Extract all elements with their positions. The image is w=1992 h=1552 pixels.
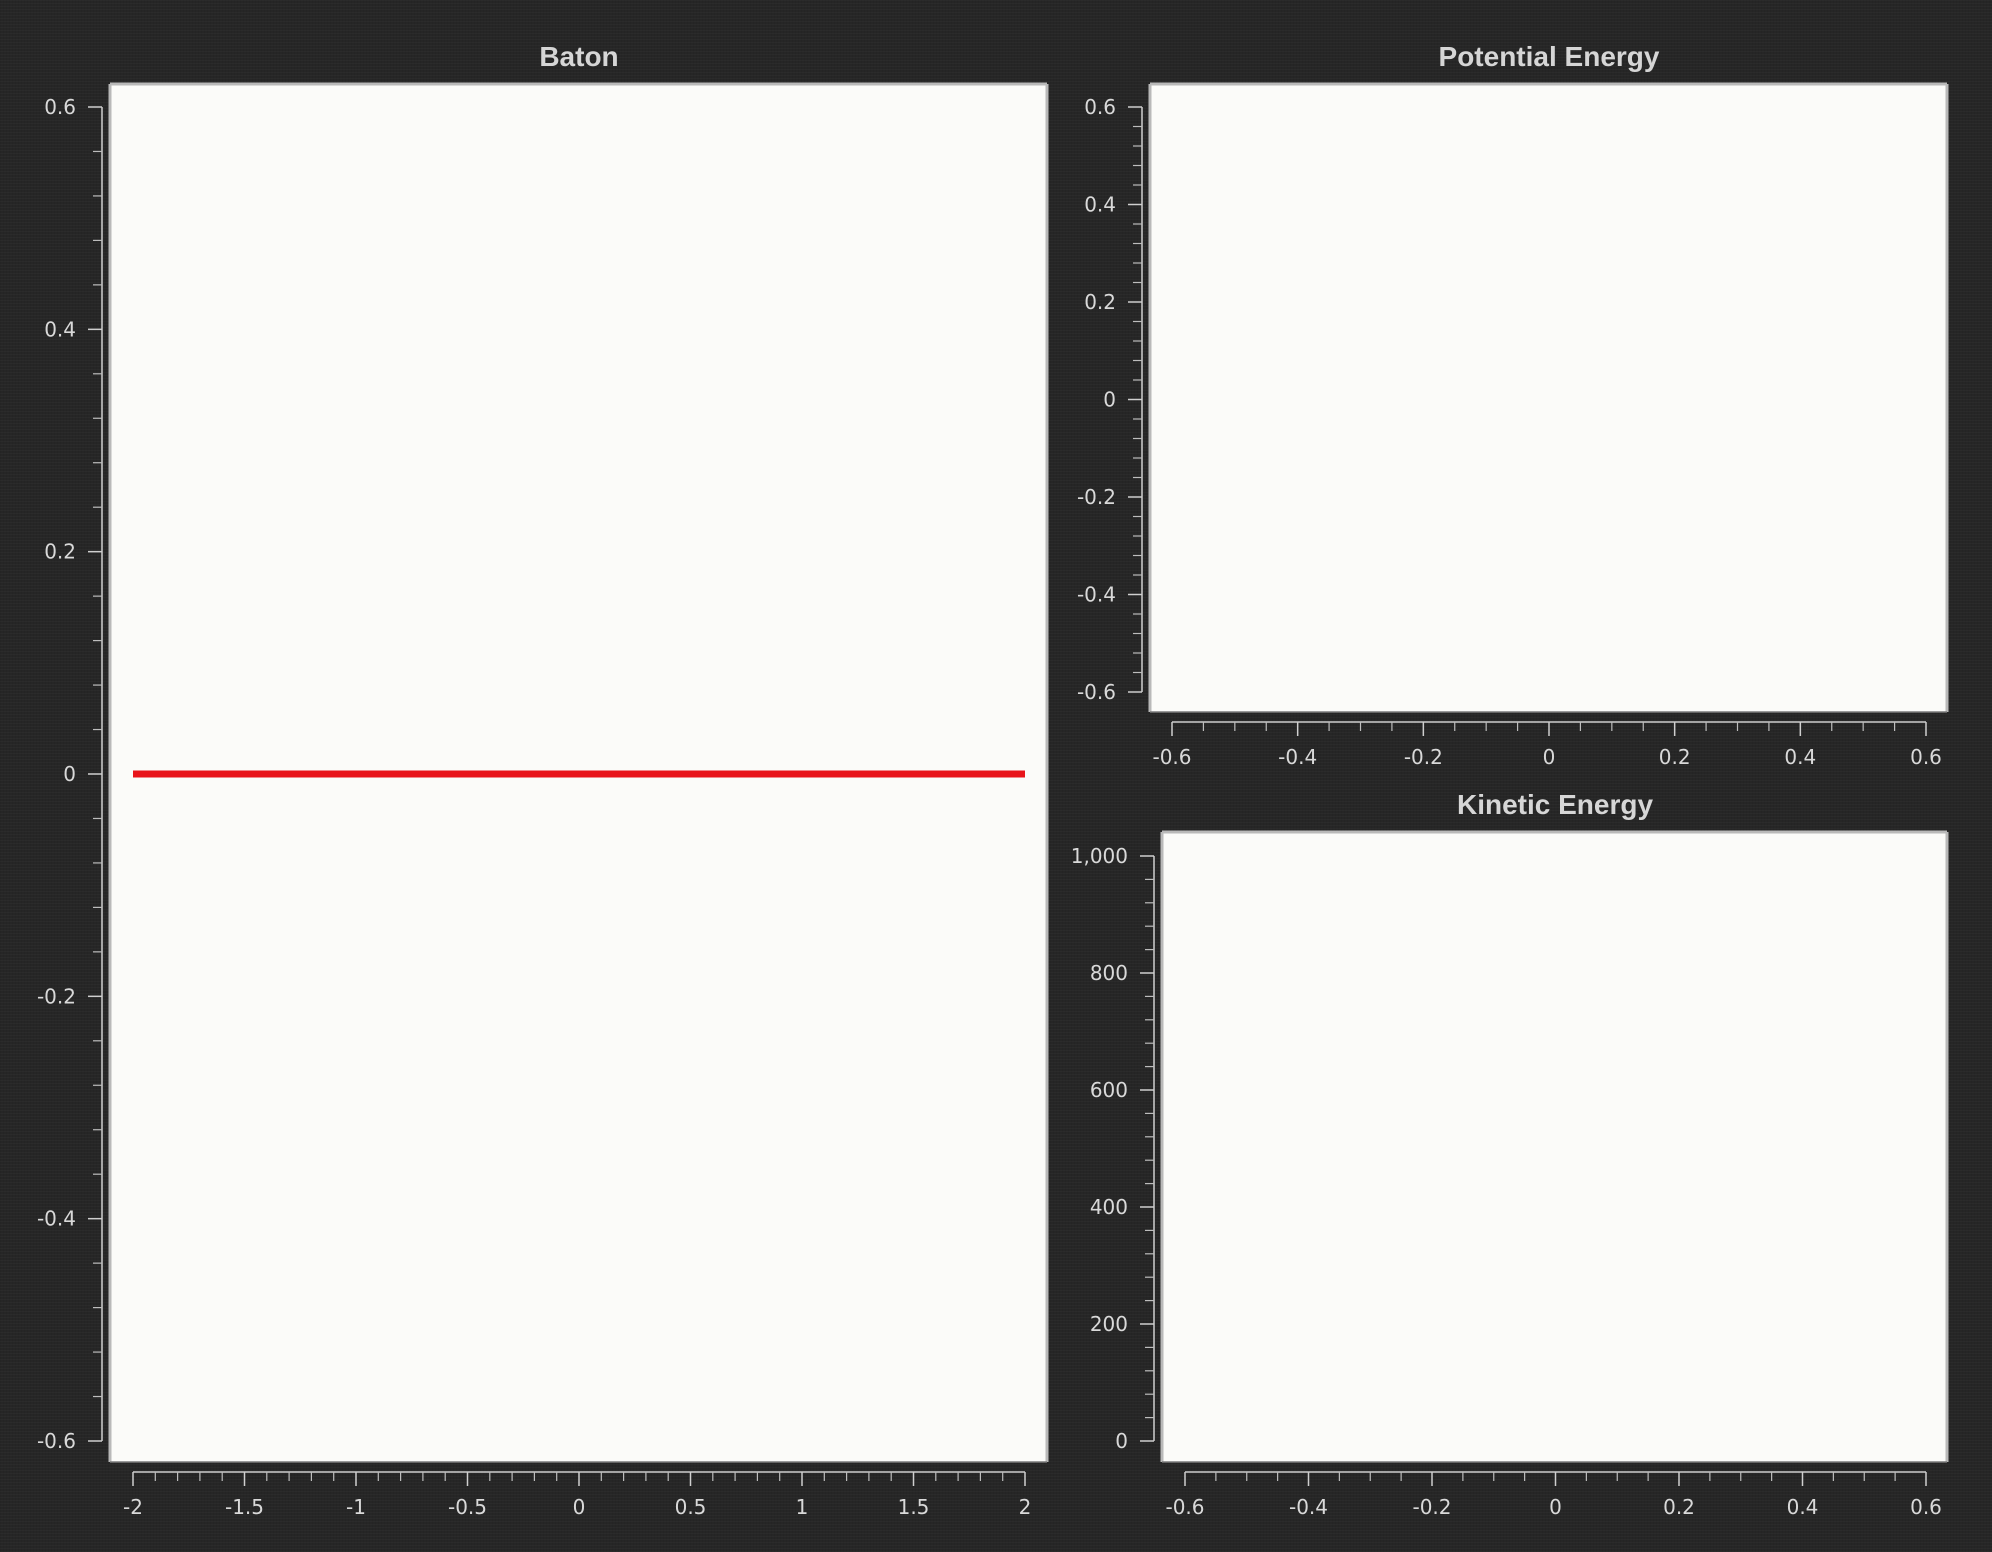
- potential-energy-y-tick-label: -0.6: [1077, 680, 1116, 704]
- potential-energy-x-tick-label: 0: [1543, 745, 1556, 769]
- baton-y-tick-label: -0.6: [37, 1429, 76, 1453]
- potential-energy-x-tick-label: 0.4: [1784, 745, 1816, 769]
- potential-energy-y-tick-label: -0.4: [1077, 583, 1116, 607]
- baton-x-tick-label: 0.5: [675, 1495, 707, 1519]
- baton-y-tick-label: -0.2: [37, 984, 76, 1008]
- potential-energy-chart: Potential Energy 0.6 0.4 0.2 0 -0.2 -0.4 -0.6 -0…: [1077, 41, 1949, 769]
- kinetic-energy-x-tick-label: 0.4: [1787, 1495, 1819, 1519]
- potential-energy-title: Potential Energy: [1439, 41, 1660, 72]
- baton-y-tick-label: 0.4: [44, 317, 76, 341]
- kinetic-energy-title: Kinetic Energy: [1457, 789, 1653, 820]
- potential-energy-x-tick-label: -0.2: [1404, 745, 1443, 769]
- baton-y-tick-label: 0.2: [44, 540, 76, 564]
- baton-x-tick-label: 1: [796, 1495, 809, 1519]
- baton-title: Baton: [539, 41, 618, 72]
- baton-x-tick-label: -2: [123, 1495, 143, 1519]
- potential-energy-y-tick-label: 0.4: [1084, 193, 1116, 217]
- potential-energy-plot-area: [1150, 84, 1947, 712]
- baton-y-tick-label: 0: [63, 762, 76, 786]
- kinetic-energy-y-tick-label: 800: [1090, 961, 1128, 985]
- potential-energy-y-tick-label: 0.6: [1084, 95, 1116, 119]
- potential-energy-x-tick-label: 0.6: [1910, 745, 1942, 769]
- kinetic-energy-x-tick-label: 0.2: [1663, 1495, 1695, 1519]
- baton-y-tick-label: 0.6: [44, 95, 76, 119]
- baton-y-tick-label: -0.4: [37, 1207, 76, 1231]
- kinetic-energy-y-tick-label: 200: [1090, 1312, 1128, 1336]
- potential-energy-y-tick-label: 0: [1103, 388, 1116, 412]
- kinetic-energy-plot-area: [1162, 832, 1947, 1462]
- kinetic-energy-y-tick-label: 1,000: [1071, 844, 1128, 868]
- potential-energy-x-tick-label: 0.2: [1659, 745, 1691, 769]
- kinetic-energy-x-tick-label: 0: [1549, 1495, 1562, 1519]
- baton-x-tick-label: -1.5: [225, 1495, 264, 1519]
- baton-x-tick-label: 0: [573, 1495, 586, 1519]
- kinetic-energy-y-tick-label: 400: [1090, 1195, 1128, 1219]
- kinetic-energy-x-tick-label: -0.4: [1289, 1495, 1328, 1519]
- potential-energy-x-tick-label: -0.6: [1152, 745, 1191, 769]
- kinetic-energy-chart: Kinetic Energy 1,000 800 600 400 200 0 -0.6 -0.4…: [1071, 789, 1949, 1519]
- potential-energy-y-tick-label: -0.2: [1077, 485, 1116, 509]
- kinetic-energy-x-tick-label: -0.6: [1165, 1495, 1204, 1519]
- kinetic-energy-y-tick-label: 0: [1115, 1429, 1128, 1453]
- kinetic-energy-y-tick-label: 600: [1090, 1078, 1128, 1102]
- potential-energy-x-tick-label: -0.4: [1278, 745, 1317, 769]
- baton-chart: Baton 0.6 0.4 0.2 0 -0.2 -0.4 -0.6 -2 -1.5 -1 -0.5 0…: [37, 41, 1049, 1519]
- baton-x-tick-label: 1.5: [898, 1495, 930, 1519]
- baton-x-tick-label: 2: [1019, 1495, 1032, 1519]
- kinetic-energy-x-tick-label: 0.6: [1910, 1495, 1942, 1519]
- baton-x-tick-label: -0.5: [448, 1495, 487, 1519]
- potential-energy-y-tick-label: 0.2: [1084, 290, 1116, 314]
- kinetic-energy-x-tick-label: -0.2: [1412, 1495, 1451, 1519]
- baton-x-tick-label: -1: [346, 1495, 366, 1519]
